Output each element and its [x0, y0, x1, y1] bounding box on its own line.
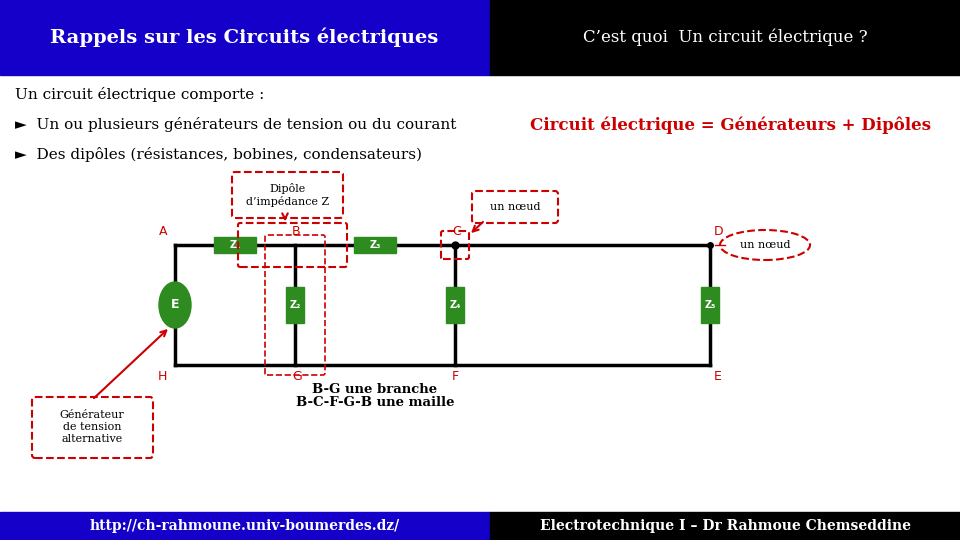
Text: Générateur
de tension
alternative: Générateur de tension alternative — [60, 410, 125, 443]
Text: Z₁: Z₁ — [229, 240, 241, 250]
Text: H: H — [157, 370, 167, 383]
Text: C: C — [452, 225, 461, 238]
Text: Z₅: Z₅ — [705, 300, 716, 310]
Text: Electrotechnique I – Dr Rahmoue Chemseddine: Electrotechnique I – Dr Rahmoue Chemsedd… — [540, 519, 910, 533]
Bar — [701, 287, 719, 323]
Text: Rappels sur les Circuits électriques: Rappels sur les Circuits électriques — [50, 28, 439, 47]
Text: Z₃: Z₃ — [370, 240, 381, 250]
Text: E: E — [171, 299, 180, 312]
Bar — [446, 287, 464, 323]
Text: Un circuit électrique comporte :: Un circuit électrique comporte : — [15, 87, 264, 103]
Text: Dipôle
d’impédance Z: Dipôle d’impédance Z — [247, 183, 329, 207]
Text: F: F — [452, 370, 459, 383]
Bar — [0, 0, 490, 75]
Bar — [214, 237, 256, 253]
FancyBboxPatch shape — [472, 191, 558, 223]
Bar — [490, 512, 960, 540]
Ellipse shape — [720, 230, 810, 260]
Text: E: E — [714, 370, 722, 383]
Text: Circuit électrique = Générateurs + Dipôles: Circuit électrique = Générateurs + Dipôl… — [530, 116, 930, 134]
Ellipse shape — [159, 282, 191, 328]
Text: G: G — [292, 370, 301, 383]
Bar — [490, 0, 960, 75]
Text: un nœud: un nœud — [740, 240, 790, 250]
Text: D: D — [714, 225, 724, 238]
Text: ►  Un ou plusieurs générateurs de tension ou du courant: ► Un ou plusieurs générateurs de tension… — [15, 118, 456, 132]
Text: http://ch-rahmoune.univ-boumerdes.dz/: http://ch-rahmoune.univ-boumerdes.dz/ — [90, 519, 400, 533]
Text: Z₂: Z₂ — [289, 300, 300, 310]
Text: Z₄: Z₄ — [449, 300, 461, 310]
Text: B: B — [292, 225, 300, 238]
FancyBboxPatch shape — [32, 397, 153, 458]
Text: ►  Des dipôles (résistances, bobines, condensateurs): ► Des dipôles (résistances, bobines, con… — [15, 147, 422, 163]
Text: un nœud: un nœud — [490, 202, 540, 212]
Text: B-C-F-G-B une maille: B-C-F-G-B une maille — [296, 396, 454, 409]
Text: B-G une branche: B-G une branche — [312, 383, 438, 396]
Bar — [286, 287, 304, 323]
Text: A: A — [158, 225, 167, 238]
Bar — [354, 237, 396, 253]
Text: C’est quoi  Un circuit électrique ?: C’est quoi Un circuit électrique ? — [583, 29, 867, 46]
Bar — [0, 512, 490, 540]
FancyBboxPatch shape — [232, 172, 343, 218]
